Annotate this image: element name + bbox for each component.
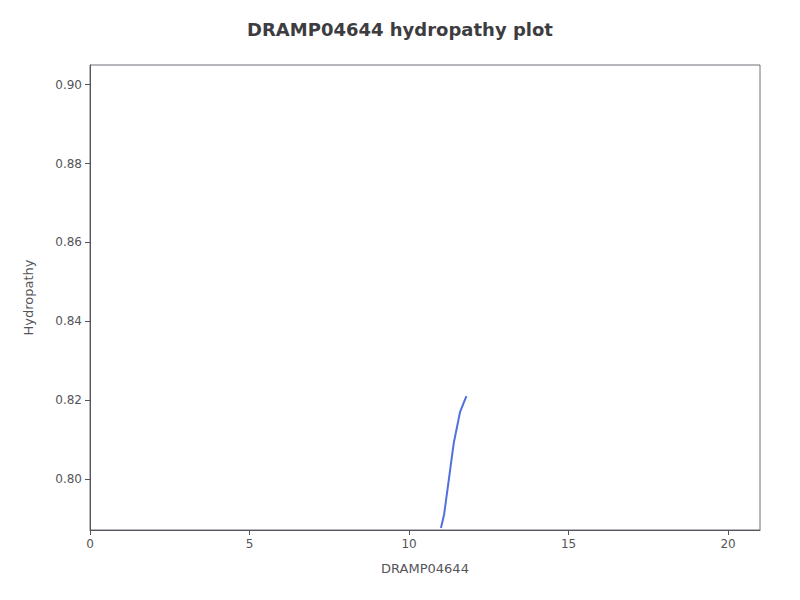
svg-text:20: 20 [720,537,735,551]
svg-text:0.86: 0.86 [55,235,82,249]
svg-text:Hydropathy: Hydropathy [21,259,36,335]
svg-text:DRAMP04644: DRAMP04644 [381,561,469,576]
svg-text:0.82: 0.82 [55,393,82,407]
svg-text:10: 10 [401,537,416,551]
svg-text:15: 15 [561,537,576,551]
svg-text:0.80: 0.80 [55,472,82,486]
svg-text:0.88: 0.88 [55,157,82,171]
svg-text:0.90: 0.90 [55,78,82,92]
svg-text:5: 5 [246,537,254,551]
svg-text:0.84: 0.84 [55,314,82,328]
svg-text:0: 0 [86,537,94,551]
svg-text:DRAMP04644 hydropathy plot: DRAMP04644 hydropathy plot [247,19,553,40]
